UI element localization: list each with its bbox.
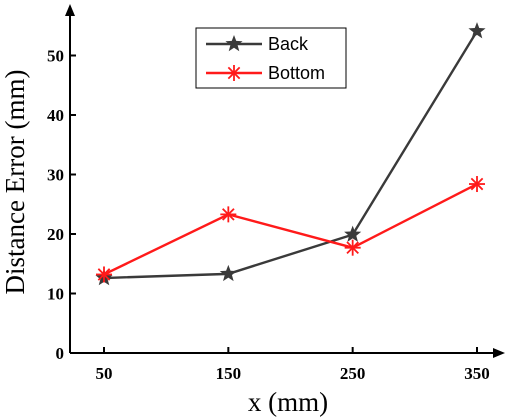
legend-label-bottom: Bottom <box>268 63 325 83</box>
series-line-back <box>103 30 479 280</box>
data-point-back <box>219 264 237 282</box>
x-tick-label: 150 <box>216 364 242 383</box>
ticks: 0 10 20 30 40 50 50 150 250 350 <box>47 47 490 384</box>
data-point-bottom <box>96 266 112 283</box>
plot-area <box>95 22 486 286</box>
legend-marker-bottom <box>226 65 242 81</box>
legend-box <box>195 27 347 89</box>
x-axis-title: x (mm) <box>248 387 328 417</box>
legend: Back Bottom <box>195 27 347 89</box>
data-point-back <box>468 22 486 39</box>
data-point-back <box>344 225 362 242</box>
y-tick-label: 20 <box>47 225 64 244</box>
x-tick-label: 250 <box>340 364 366 383</box>
series-line-bottom <box>103 182 478 276</box>
data-point-bottom <box>344 239 361 256</box>
data-point-bottom <box>220 206 237 223</box>
x-tick-label: 350 <box>464 364 490 383</box>
x-axis-arrow <box>493 348 505 358</box>
y-tick-label: 0 <box>56 344 65 363</box>
y-tick-label: 50 <box>47 47 64 66</box>
legend-label-back: Back <box>268 34 309 54</box>
y-tick-label: 30 <box>47 166 64 185</box>
legend-marker-back <box>225 35 243 52</box>
axes <box>65 4 505 358</box>
data-point-bottom <box>469 176 485 193</box>
y-tick-label: 40 <box>47 106 64 125</box>
x-tick-label: 50 <box>96 364 113 383</box>
y-tick-label: 10 <box>47 285 64 304</box>
y-axis-title: Distance Error (mm) <box>0 70 30 295</box>
y-axis-arrow <box>65 4 75 16</box>
